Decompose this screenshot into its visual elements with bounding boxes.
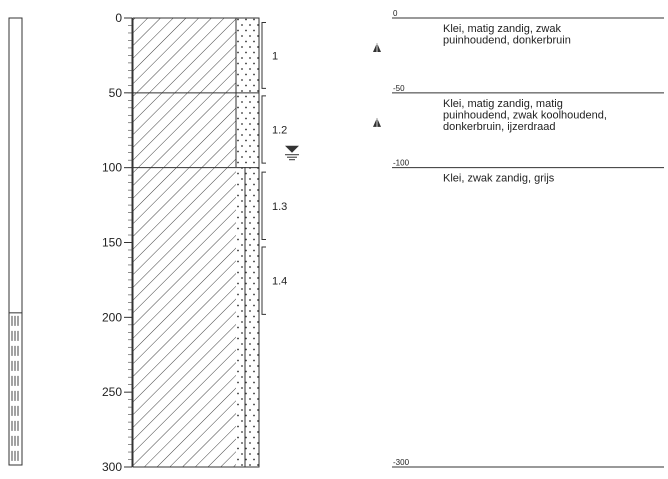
sample-label: 1.4 [272,276,287,288]
layer-description-line: puinhoudend, donkerbruin [443,35,571,47]
layer-description-line: puinhoudend, zwak koolhoudend, [443,109,607,121]
sample-bracket-line [261,95,266,164]
sample-marker-icon [373,117,381,127]
depth-axis-tick-label: 0 [115,11,122,25]
layer-description-line: Klei, zwak zandig, grijs [443,173,555,185]
sample-label: 1.3 [272,201,287,213]
depth-axis-tick-label: 50 [109,86,123,100]
sample-bracket-line [261,246,266,315]
soil-column [132,17,260,468]
depth-axis-tick-label: 300 [102,460,122,474]
layer-description: Klei, zwak zandig, grijs [443,173,555,185]
sample-marker-icon [373,43,381,52]
sample-bracket: 1.3 [261,171,287,241]
depth-axis-tick-label: 150 [102,236,122,250]
layer-boundary-label: -50 [393,84,405,93]
depth-axis-major-ticks: 0 50 100 150 200 250 300 [102,11,132,474]
depth-axis-tick-label: 200 [102,310,122,324]
sample-label: 1.2 [272,125,287,137]
layer-boundary-label: -300 [393,458,410,467]
sample-label: 1 [272,50,278,62]
depth-axis-tick-label: 250 [102,385,122,399]
layer-boundary-label: 0 [393,9,398,18]
layer-boundary-label: -100 [393,159,410,168]
left-strip [8,17,23,466]
depth-axis-tick-label: 100 [102,161,122,175]
sand-dot-fill [236,18,259,467]
sample-bracket: 1.2 [261,95,287,164]
groundwater-icon [285,145,299,161]
sample-bracket-line [261,21,266,89]
layer-description-line: Klei, matig zandig, zwak [443,23,561,35]
sample-bracket: 1 [261,21,278,89]
soil-column-outline [132,17,260,468]
sample-bracket: 1.4 [261,246,287,315]
left-strip-dashes [11,315,19,463]
groundwater-triangle [285,145,299,153]
layer-description-line: Klei, matig zandig, matig [443,98,563,110]
soil-column-boundaries [133,92,259,169]
sample-brackets: 1 1.2 1.3 1.4 [261,21,287,315]
layer-description-line: donkerbruin, ijzerdraad [443,121,556,133]
clay-hatch-fill [133,18,236,467]
depth-axis: 0 50 100 150 200 250 300 [102,11,133,474]
sample-bracket-line [261,171,266,241]
